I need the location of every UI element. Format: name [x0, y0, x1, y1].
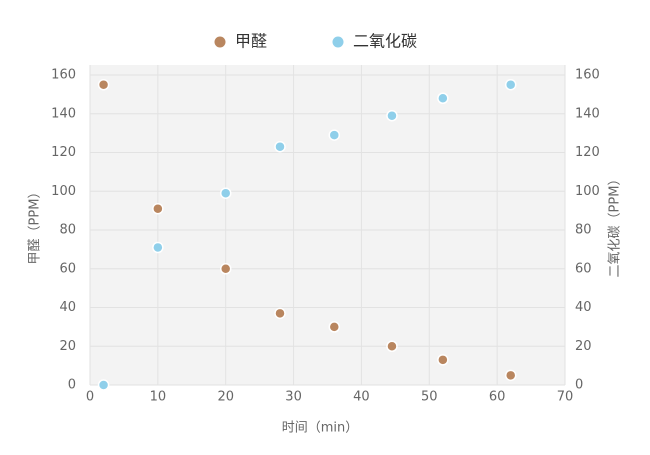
point: [152, 202, 164, 215]
point: [152, 241, 164, 254]
x-tick-label: 0: [86, 390, 94, 405]
y-axis-title: 甲醛（PPM）: [27, 186, 43, 265]
y-tick-label: 40: [59, 300, 76, 315]
legend-label: 甲醛: [235, 32, 267, 51]
y2-tick-label: 0: [575, 378, 583, 393]
y-tick-label: 160: [51, 68, 76, 83]
y2-tick-label: 80: [575, 223, 592, 238]
point: [274, 307, 286, 320]
legend-marker: [332, 36, 344, 48]
point: [97, 78, 110, 91]
legend-label: 二氧化碳: [353, 32, 417, 51]
y2-axis-title: 二氧化碳（PPM）: [608, 173, 623, 278]
x-tick-label: 30: [285, 390, 302, 405]
y-tick-label: 0: [68, 378, 76, 393]
point: [437, 354, 449, 366]
x-tick-label: 70: [557, 390, 574, 405]
point: [219, 187, 232, 199]
x-tick-label: 50: [421, 390, 438, 405]
point: [328, 129, 341, 141]
plot-area: [90, 65, 565, 385]
x-axis-title: 时间（min）: [282, 421, 359, 436]
point: [437, 92, 449, 104]
point: [219, 263, 232, 275]
y-tick-label: 100: [51, 184, 76, 199]
point: [386, 340, 398, 352]
point: [386, 109, 398, 122]
x-tick-label: 40: [353, 390, 370, 405]
point: [274, 140, 286, 153]
y-tick-label: 80: [59, 223, 76, 238]
point: [328, 321, 341, 333]
legend-marker: [214, 36, 226, 48]
point: [97, 379, 110, 391]
y2-tick-label: 120: [575, 145, 600, 160]
y-tick-label: 20: [59, 339, 76, 354]
y-tick-label: 120: [51, 145, 76, 160]
x-tick-label: 60: [489, 390, 506, 405]
point: [504, 369, 517, 382]
y2-tick-label: 160: [575, 68, 600, 83]
y2-tick-label: 140: [575, 106, 600, 121]
y-tick-label: 60: [59, 261, 76, 276]
y-tick-label: 140: [51, 106, 76, 121]
y2-tick-label: 60: [575, 261, 592, 276]
y2-tick-label: 100: [575, 184, 600, 199]
x-tick-label: 10: [150, 390, 167, 405]
point: [504, 78, 517, 91]
y2-tick-label: 20: [575, 339, 592, 354]
x-tick-label: 20: [217, 390, 234, 405]
y2-tick-label: 40: [575, 300, 592, 315]
